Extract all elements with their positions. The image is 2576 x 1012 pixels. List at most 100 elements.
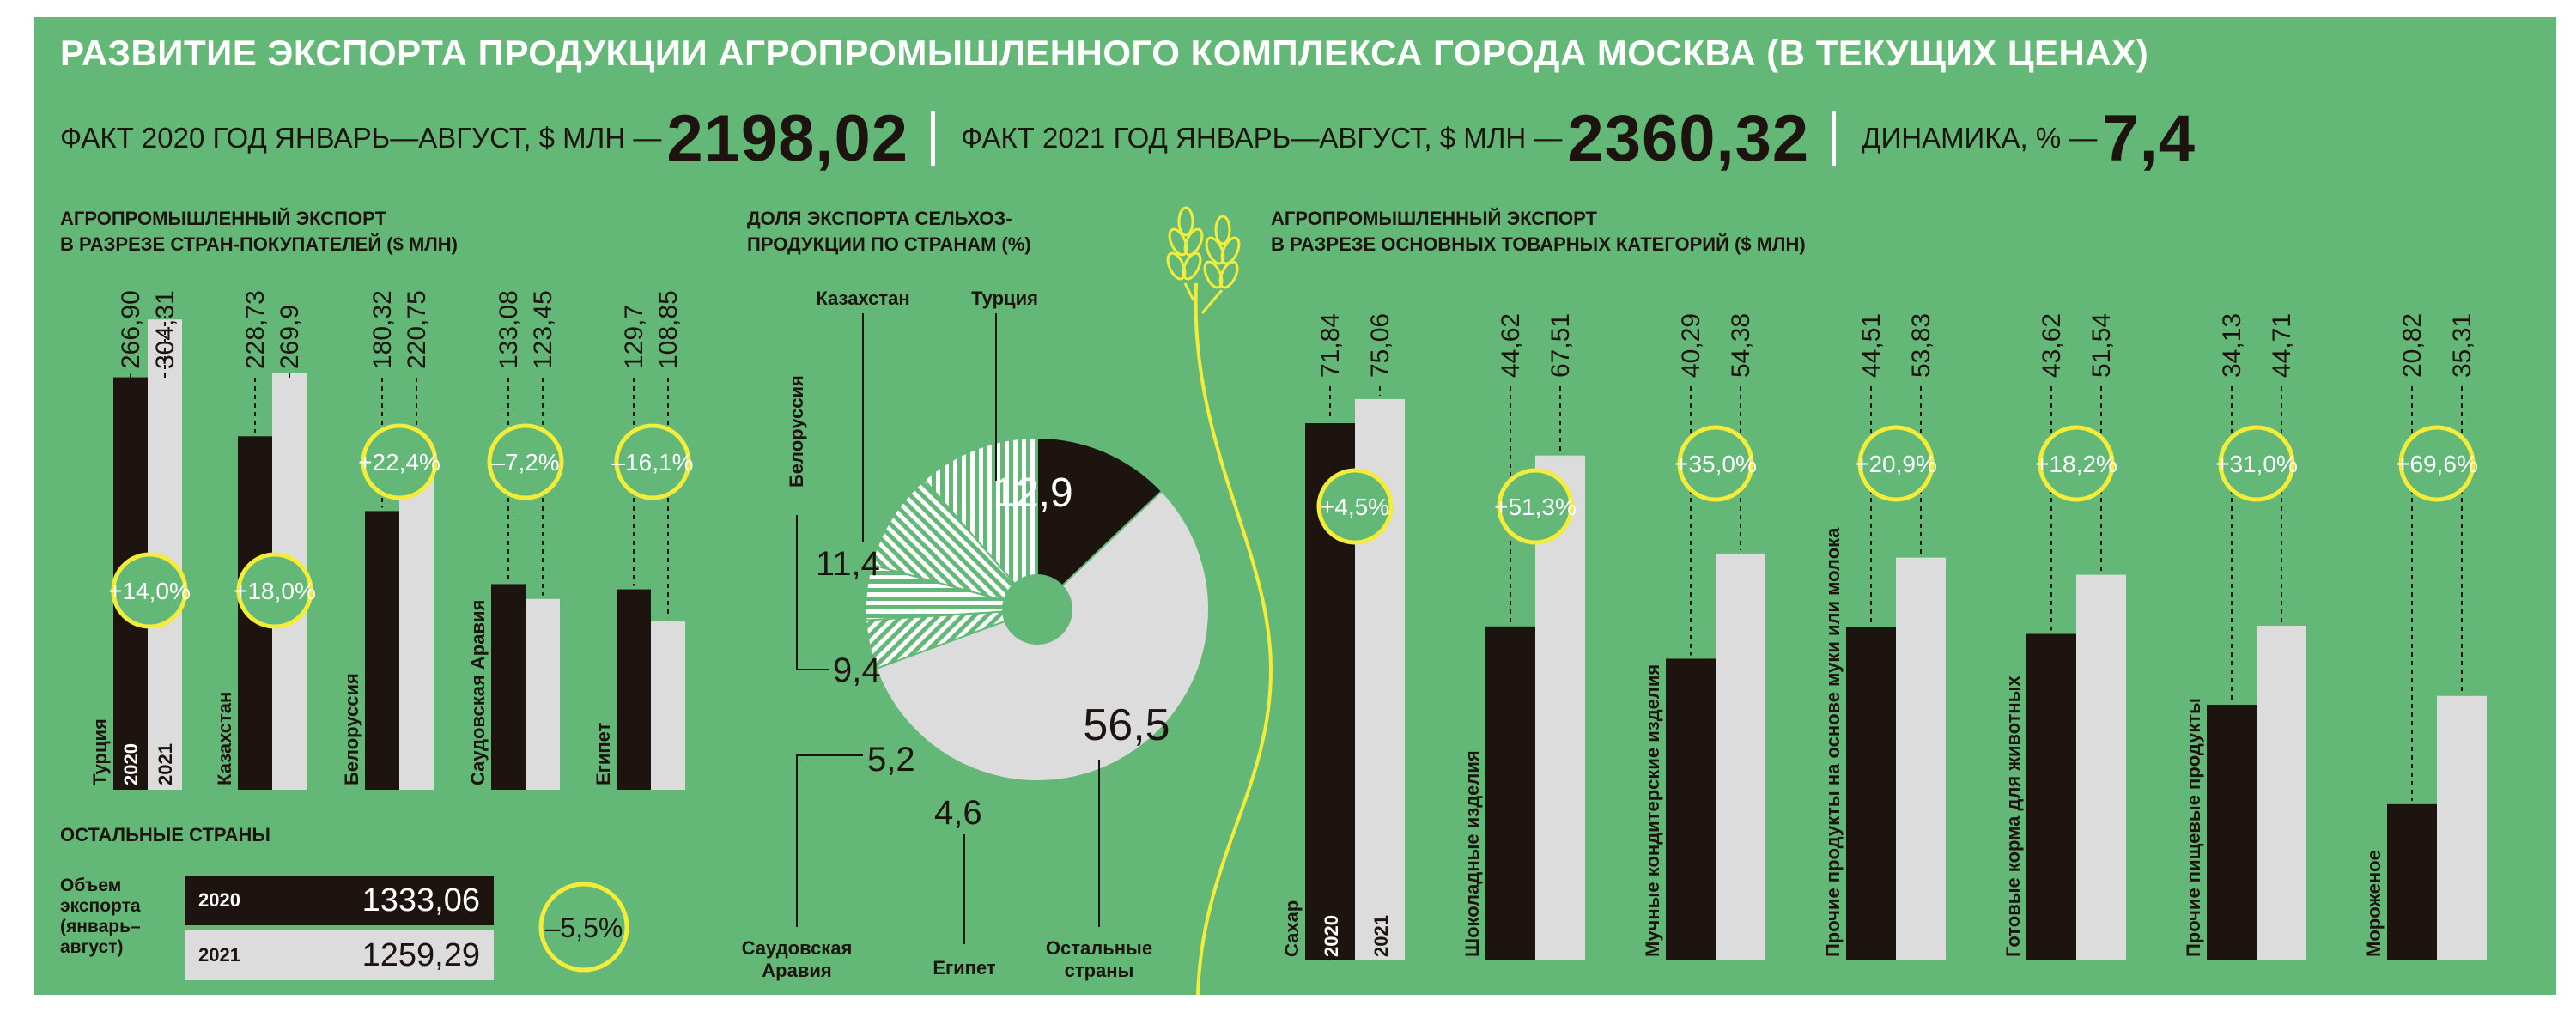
change-badge-label: +14,0% xyxy=(108,578,191,604)
divider xyxy=(1832,111,1837,166)
callout-belarus: Белоруссия xyxy=(786,375,807,488)
categories-chart-title: АГРОПРОМЫШЛЕННЫЙ ЭКСПОРТ В РАЗРЕЗЕ ОСНОВ… xyxy=(1271,206,1806,258)
wheat-grain-icon xyxy=(1218,260,1239,289)
value-label-2021: 269,9 xyxy=(276,305,304,369)
category-label: Казахстан xyxy=(214,692,235,785)
pie-chart-title-line: ДОЛЯ ЭКСПОРТА СЕЛЬХОЗ- xyxy=(747,208,1012,229)
category-label: Саудовская Аравия xyxy=(467,600,489,785)
callout-saudi: Саудовская xyxy=(742,937,853,959)
value-label-2021: 51,54 xyxy=(2087,313,2116,378)
change-badge-label: –7,2% xyxy=(491,449,559,476)
callout-others: страны xyxy=(1065,960,1134,981)
change-badge-label: +20,9% xyxy=(1855,451,1937,477)
wheat-grain-icon xyxy=(1183,227,1204,257)
change-badge-ring xyxy=(2218,425,2295,502)
callout-turkey: Турция xyxy=(971,288,1038,309)
page-title: РАЗВИТИЕ ЭКСПОРТА ПРОДУКЦИИ АГРОПРОМЫШЛЕ… xyxy=(60,33,2149,73)
callout-others: Остальные xyxy=(1046,937,1152,959)
wheat-grain-icon xyxy=(1168,227,1188,257)
change-badge-label: +31,0% xyxy=(2215,451,2298,477)
pie-chart-title: ДОЛЯ ЭКСПОРТА СЕЛЬХОЗ- ПРОДУКЦИИ ПО СТРА… xyxy=(747,206,1031,258)
countries-chart-title: АГРОПРОМЫШЛЕННЫЙ ЭКСПОРТ В РАЗРЕЗЕ СТРАН… xyxy=(60,206,458,258)
change-badge-ring xyxy=(1857,425,1935,502)
value-label-2021: 54,38 xyxy=(1727,313,1755,378)
bar-2020 xyxy=(1666,658,1716,960)
change-badge-ring xyxy=(236,552,313,629)
wheat-grain-icon xyxy=(1182,251,1202,281)
value-label-2021: 53,83 xyxy=(1907,313,1935,378)
category-label: Мучные кондитерские изделия xyxy=(1642,664,1663,957)
fact-2020-value: 2198,02 xyxy=(666,101,909,175)
legend-2020: 2020 xyxy=(120,743,142,785)
change-badge-label: +22,4% xyxy=(358,449,440,476)
bar-2020 xyxy=(2387,803,2437,960)
value-label-2020: 180,32 xyxy=(368,290,397,369)
change-badge-label: +35,0% xyxy=(1674,451,1757,477)
value-label-2020: 228,73 xyxy=(241,290,270,369)
slice-label-kazakhstan: 11,4 xyxy=(816,545,880,583)
wheat-stalk-icon xyxy=(1194,282,1273,995)
dynamics-label: ДИНАМИКА, % — xyxy=(1862,122,2098,154)
value-label-2020: 133,08 xyxy=(495,290,523,369)
fact-2020-label: ФАКТ 2020 ГОД ЯНВАРЬ—АВГУСТ, $ МЛН — xyxy=(60,122,662,154)
change-badge-ring xyxy=(1316,468,1394,545)
value-label-2020: 43,62 xyxy=(2038,313,2066,378)
bar-2020 xyxy=(1846,627,1896,960)
change-badge-ring xyxy=(361,423,438,500)
bar-2020 xyxy=(2207,705,2257,960)
wheat-grain-icon xyxy=(1220,236,1241,265)
slice-label-turkey: 12,9 xyxy=(993,470,1072,516)
others-year: 2020 xyxy=(198,889,240,911)
pie-slice xyxy=(1036,436,1163,587)
categories-chart-title-line: В РАЗРЕЗЕ ОСНОВНЫХ ТОВАРНЫХ КАТЕГОРИЙ ($… xyxy=(1271,233,1806,255)
slice-label-egypt: 4,6 xyxy=(934,794,982,832)
change-badge-label: +18,0% xyxy=(234,578,316,604)
wheat-grain-icon xyxy=(1203,260,1224,289)
value-label-2021: 35,31 xyxy=(2448,313,2476,378)
value-label-2020: 266,90 xyxy=(117,290,145,369)
change-badge-label: +69,6% xyxy=(2396,451,2478,477)
bar-2021 xyxy=(1716,553,1765,960)
category-label: Мороженое xyxy=(2363,850,2385,957)
change-badge-label: +4,5% xyxy=(1321,494,1389,520)
fact-2021-label: ФАКТ 2021 ГОД ЯНВАРЬ—АВГУСТ, $ МЛН — xyxy=(961,122,1563,154)
callout-egypt: Египет xyxy=(933,957,996,979)
bar-2020 xyxy=(617,589,651,790)
value-label-2021: 75,06 xyxy=(1366,313,1394,378)
change-badge-label: +18,2% xyxy=(2035,451,2117,477)
bar-2021 xyxy=(526,598,560,790)
wheat-stalk-icon xyxy=(1200,289,1224,314)
change-badge-ring xyxy=(1497,468,1574,545)
wheat-stalk-icon xyxy=(1183,282,1195,301)
pie-slice xyxy=(870,478,1017,602)
bar-2020 xyxy=(1485,626,1535,960)
value-label-2021: 220,75 xyxy=(403,290,431,369)
others-value: 1259,29 xyxy=(361,936,480,973)
legend-2021: 2021 xyxy=(1370,915,1392,957)
callout-saudi: Аравия xyxy=(762,960,831,981)
change-badge-ring xyxy=(487,423,564,500)
bar-2020 xyxy=(491,584,526,790)
value-label-2021: 123,45 xyxy=(529,290,557,369)
category-label: Белоруссия xyxy=(341,673,362,785)
others-value: 1333,06 xyxy=(361,882,480,918)
others-row-2021: 2021 1259,29 xyxy=(185,930,494,980)
change-badge-ring xyxy=(111,552,188,629)
category-label: Шоколадные изделия xyxy=(1461,750,1483,957)
countries-chart-title-line: АГРОПРОМЫШЛЕННЫЙ ЭКСПОРТ xyxy=(60,208,386,229)
change-badge-label: –16,1% xyxy=(612,449,694,476)
wheat-grain-icon xyxy=(1166,251,1187,281)
category-label: Египет xyxy=(592,722,614,785)
others-year: 2021 xyxy=(198,944,240,966)
others-title: ОСТАЛЬНЫЕ СТРАНЫ xyxy=(60,824,270,845)
value-label-2020: 20,82 xyxy=(2398,313,2427,378)
value-label-2020: 129,7 xyxy=(620,305,648,369)
category-label: Готовые корма для животных xyxy=(2002,676,2024,957)
facts-row: ФАКТ 2020 ГОД ЯНВАРЬ—АВГУСТ, $ МЛН — 219… xyxy=(60,100,2218,177)
bar-2021 xyxy=(1896,557,1946,960)
category-label: Сахар xyxy=(1281,900,1303,957)
others-label: Объем экспорта (январь–август) xyxy=(60,876,141,957)
category-label: Прочие пищевые продукты xyxy=(2183,698,2204,957)
legend-2020: 2020 xyxy=(1321,915,1342,957)
divider xyxy=(931,111,936,166)
